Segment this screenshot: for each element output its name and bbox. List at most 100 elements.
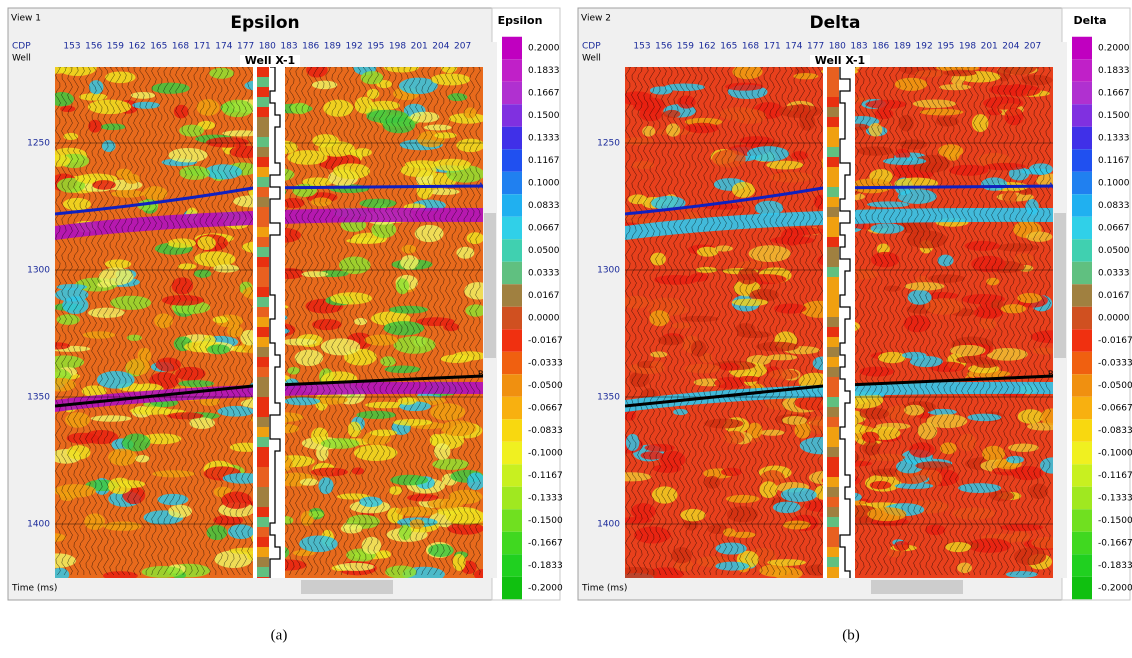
colorbar-label: -0.1833 (1098, 561, 1132, 571)
well-log-cell (257, 267, 269, 277)
colorbar-cell (1072, 262, 1092, 285)
colorbar-label: -0.1500 (528, 516, 563, 526)
seismic-blob (733, 109, 766, 124)
colorbar-label: 0.0667 (1098, 224, 1130, 234)
cdp-tick-label: 171 (764, 42, 781, 52)
well-log-cell (827, 127, 839, 137)
colorbar-label: -0.1000 (528, 449, 563, 459)
seismic-blob (282, 198, 304, 208)
colorbar-cell (1072, 442, 1092, 465)
colorbar-cell (1072, 284, 1092, 307)
v-scroll-thumb[interactable] (484, 213, 496, 358)
seismic-blob (913, 99, 956, 107)
seismic-blob (227, 325, 243, 337)
well-log-cell (827, 457, 839, 467)
well-log-cell (827, 277, 839, 287)
colorbar-label: 0.0000 (528, 314, 560, 324)
well-log-cell (827, 347, 839, 357)
seismic-blob (1008, 444, 1039, 452)
v-scroll-thumb[interactable] (1054, 213, 1066, 358)
colorbar-cell (502, 172, 522, 195)
colorbar-label: 0.1667 (1098, 89, 1130, 99)
seismic-blob (91, 415, 132, 421)
seismic-blob (632, 161, 654, 169)
seismic-blob (773, 502, 801, 513)
seismic-blob (228, 524, 254, 539)
colorbar-label: -0.2000 (1098, 584, 1132, 594)
h-scrollbar[interactable] (625, 578, 1053, 597)
seismic-blob (984, 163, 1026, 170)
colorbar-cell (1072, 329, 1092, 352)
colorbar-cell (1072, 149, 1092, 172)
well-log-cell (257, 247, 269, 257)
seismic-blob (770, 172, 812, 183)
seismic-blob (415, 225, 444, 242)
seismic-blob (384, 366, 420, 374)
seismic-blob (79, 93, 108, 100)
well-log-cell (827, 317, 839, 327)
seismic-blob (67, 445, 91, 459)
seismic-blob (759, 481, 777, 498)
colorbar-cell (502, 329, 522, 352)
colorbar-cell (502, 194, 522, 217)
cdp-tick-label: 159 (107, 42, 124, 52)
colorbar-label: -0.0500 (1098, 381, 1132, 391)
well-log-cell (827, 237, 839, 247)
cdp-tick-label: 153 (63, 42, 80, 52)
caption: (a) (271, 627, 288, 643)
h-scroll-thumb[interactable] (301, 580, 393, 594)
colorbar-label: 0.0833 (1098, 201, 1130, 211)
colorbar-label: -0.0833 (528, 426, 563, 436)
well-log-cell (257, 107, 269, 117)
well-log-cell (827, 527, 839, 537)
colorbar-cell (502, 149, 522, 172)
seismic-blob (983, 97, 1023, 110)
colorbar-cell (502, 284, 522, 307)
colorbar-cell (1072, 419, 1092, 442)
well-log-cell (257, 547, 269, 557)
seismic-blob (862, 432, 879, 443)
seismic-blob (659, 451, 685, 468)
colorbar-label: 0.0833 (528, 201, 560, 211)
time-tick-label: 1300 (27, 266, 50, 276)
seismic-blob (986, 109, 1002, 115)
colorbar-cell (502, 262, 522, 285)
seismic-blob (949, 165, 989, 176)
well-label: Well (12, 54, 31, 64)
cdp-tick-label: 204 (1002, 42, 1019, 52)
seismic-blob (862, 441, 880, 455)
colorbar-label: -0.1833 (528, 561, 563, 571)
colorbar-cell (1072, 172, 1092, 195)
well-log-cell (257, 517, 269, 527)
horizon-label: B (478, 370, 484, 379)
well-log-cell (827, 307, 839, 317)
colorbar-cell (1072, 509, 1092, 532)
colorbar-label: -0.1333 (528, 494, 563, 504)
cdp-tick-label: 168 (742, 42, 759, 52)
h-scroll-thumb[interactable] (871, 580, 963, 594)
seismic-blob (723, 528, 736, 537)
cdp-tick-label: 153 (633, 42, 650, 52)
seismic-blob (664, 83, 705, 91)
well-log-cell (257, 97, 269, 107)
cdp-tick-label: 192 (916, 42, 933, 52)
seismic-blob (974, 359, 999, 368)
figure: View 1EpsilonEpsilonCDPWellWell X-1AB153… (0, 0, 1132, 658)
seismic-blob (178, 380, 214, 387)
h-scrollbar[interactable] (55, 578, 483, 597)
seismic-blob (650, 298, 684, 310)
seismic-blob (766, 161, 803, 170)
cdp-tick-label: 186 (872, 42, 889, 52)
time-tick-label: 1250 (597, 139, 620, 149)
seismic-blob (105, 71, 136, 83)
colorbar-cell (502, 554, 522, 577)
well-log-cell (257, 167, 269, 177)
well-name: Well X-1 (245, 54, 295, 67)
cdp-tick-label: 195 (367, 42, 384, 52)
colorbar-cell (502, 397, 522, 420)
colorbar-label: 0.1333 (528, 134, 560, 144)
colorbar-cell (502, 577, 522, 600)
seismic-blob (312, 81, 337, 90)
well-log-cell (827, 67, 839, 77)
well-log-cell (257, 537, 269, 547)
